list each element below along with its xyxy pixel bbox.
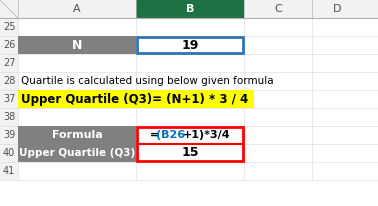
Bar [136,72,244,90]
Bar [136,126,244,144]
Bar [312,0,362,18]
Text: 15: 15 [181,146,199,159]
Text: 40: 40 [3,148,15,158]
Bar [136,162,244,180]
Bar [18,126,136,144]
Bar [0,90,18,108]
Bar [0,72,18,90]
Text: C: C [274,4,282,14]
Bar [0,162,18,180]
Bar [312,36,362,54]
Bar [0,36,18,54]
Text: B: B [186,4,194,14]
Text: 39: 39 [3,130,15,140]
Text: Formula: Formula [52,130,102,140]
Bar [0,108,18,126]
Text: (B26: (B26 [156,130,185,140]
Bar [18,36,136,54]
Bar [244,144,312,162]
Bar [18,0,136,18]
Bar [0,0,378,18]
Text: 37: 37 [3,94,15,104]
Bar [136,18,244,36]
Bar [136,0,244,18]
Text: 41: 41 [3,166,15,176]
Text: A: A [73,4,81,14]
Bar [244,0,312,18]
Text: N: N [72,39,82,52]
Bar [244,54,312,72]
Bar [312,54,362,72]
Text: 19: 19 [181,39,199,52]
Bar [312,144,362,162]
Bar [136,90,244,108]
Bar [312,162,362,180]
Bar [18,162,136,180]
Text: 26: 26 [3,40,15,50]
Bar [18,36,136,54]
Bar [136,108,244,126]
Bar [18,54,136,72]
Bar [136,36,244,54]
Bar [244,36,312,54]
Text: Upper Quartile (Q3)= (N+1) * 3 / 4: Upper Quartile (Q3)= (N+1) * 3 / 4 [21,92,248,105]
Bar [312,126,362,144]
Bar [244,126,312,144]
Bar [18,90,254,108]
Bar [136,36,244,54]
Bar [312,90,362,108]
Text: =: = [150,130,159,140]
Bar [136,144,244,162]
Bar [0,18,18,36]
Bar [18,108,136,126]
Bar [244,162,312,180]
Bar [137,37,243,53]
Bar [18,18,136,36]
Bar [18,144,136,162]
Bar [136,126,244,144]
Bar [137,127,243,161]
Text: D: D [333,4,341,14]
Bar [244,72,312,90]
Bar [244,108,312,126]
Bar [136,54,244,72]
Bar [18,72,136,90]
Bar [312,108,362,126]
Text: 27: 27 [3,58,15,68]
Bar [0,0,18,18]
Text: 25: 25 [3,22,15,32]
Bar [312,72,362,90]
Bar [136,144,244,162]
Bar [0,144,18,162]
Bar [18,90,136,108]
Text: Quartile is calculated using below given formula: Quartile is calculated using below given… [21,76,274,86]
Bar [244,90,312,108]
Bar [244,18,312,36]
Text: 28: 28 [3,76,15,86]
Text: +1)*3/4: +1)*3/4 [183,130,231,140]
Text: Upper Quartile (Q3): Upper Quartile (Q3) [19,148,135,158]
Bar [0,54,18,72]
Bar [18,126,136,144]
Bar [18,144,136,162]
Text: 38: 38 [3,112,15,122]
Bar [312,18,362,36]
Bar [0,126,18,144]
